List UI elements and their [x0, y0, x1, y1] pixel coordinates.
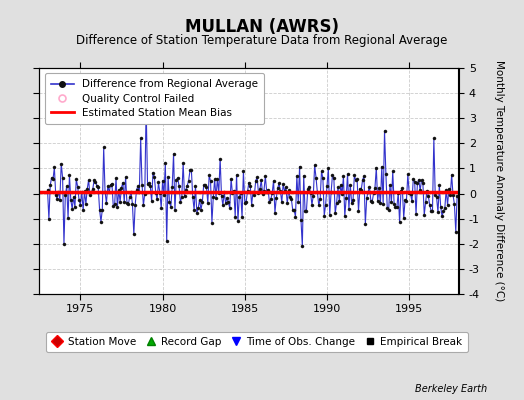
- Y-axis label: Monthly Temperature Anomaly Difference (°C): Monthly Temperature Anomaly Difference (…: [494, 60, 504, 302]
- Legend: Difference from Regional Average, Quality Control Failed, Estimated Station Mean: Difference from Regional Average, Qualit…: [45, 73, 264, 124]
- Text: MULLAN (AWRS): MULLAN (AWRS): [185, 18, 339, 36]
- Text: Berkeley Earth: Berkeley Earth: [415, 384, 487, 394]
- Text: Difference of Station Temperature Data from Regional Average: Difference of Station Temperature Data f…: [77, 34, 447, 47]
- Legend: Station Move, Record Gap, Time of Obs. Change, Empirical Break: Station Move, Record Gap, Time of Obs. C…: [46, 332, 468, 352]
